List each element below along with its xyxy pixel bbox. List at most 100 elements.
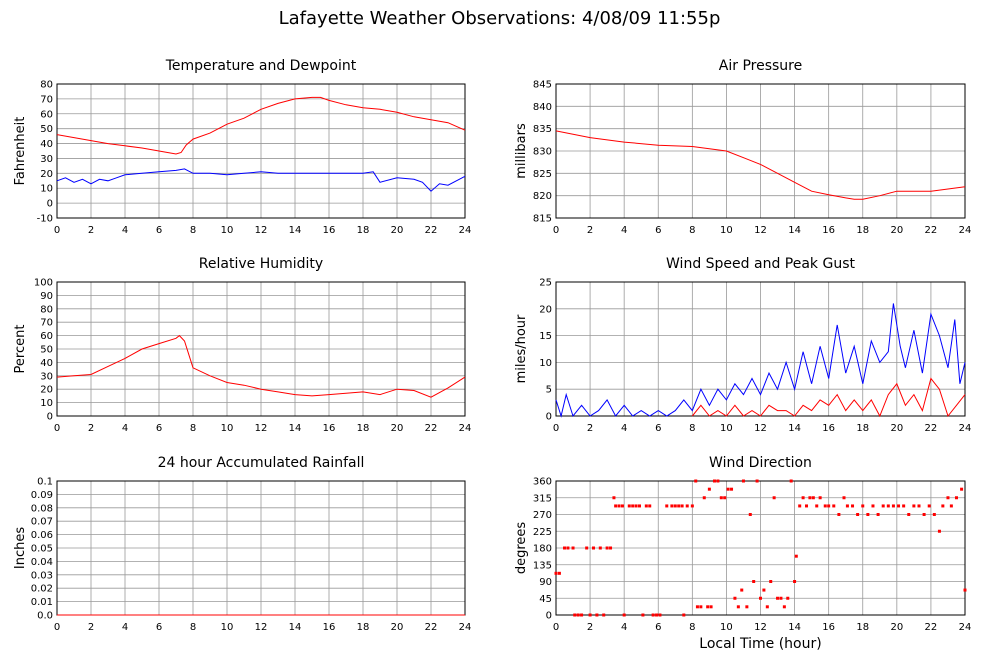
x-tick-label: 4 (621, 622, 627, 633)
y-tick-label: 100 (34, 278, 53, 289)
x-tick-label: 10 (221, 423, 234, 434)
y-tick-label: 820 (533, 191, 552, 202)
direction-point (706, 605, 710, 609)
direction-point (772, 496, 776, 500)
x-tick-label: 12 (754, 423, 767, 434)
x-tick-label: 0 (553, 423, 559, 434)
x-tick-label: 22 (425, 423, 438, 434)
direction-point (779, 596, 783, 600)
x-tick-label: 22 (925, 225, 938, 236)
x-tick-label: 12 (754, 225, 767, 236)
direction-point (866, 513, 870, 516)
x-tick-label: 8 (689, 423, 695, 434)
chart-title: 24 hour Accumulated Rainfall (158, 455, 365, 471)
direction-point (823, 504, 827, 508)
series-line-red (555, 130, 966, 200)
direction-point (755, 479, 759, 483)
x-tick-label: 18 (856, 622, 869, 633)
x-tick-label: 18 (357, 423, 370, 434)
direction-point (707, 487, 711, 491)
y-tick-label: 30 (40, 371, 53, 382)
x-tick-label: 8 (190, 423, 196, 434)
y-tick-label: 45 (539, 594, 552, 605)
direction-point (941, 504, 945, 508)
x-tick-label: 16 (822, 423, 835, 434)
series-line-blue (56, 168, 466, 192)
y-tick-label: 815 (533, 214, 552, 225)
direction-point (709, 605, 713, 609)
y-tick-label: 0.06 (31, 530, 53, 541)
x-tick-label: 0 (54, 423, 60, 434)
direction-point (954, 496, 958, 500)
x-tick-label: 2 (88, 622, 94, 633)
y-tick-label: 50 (40, 345, 53, 356)
direction-point (842, 496, 846, 500)
direction-point (759, 596, 762, 600)
direction-point (730, 487, 734, 491)
y-tick-label: 60 (40, 109, 53, 120)
direction-point (563, 546, 567, 550)
x-tick-label: 24 (459, 225, 472, 236)
direction-point (891, 504, 895, 508)
x-tick-label: 6 (655, 622, 661, 633)
y-tick-label: 270 (533, 510, 552, 521)
direction-point (685, 504, 689, 508)
x-tick-label: 6 (156, 622, 162, 633)
y-tick-label: 25 (539, 278, 552, 289)
direction-point (638, 504, 642, 508)
y-axis-label: miles/hour (514, 314, 529, 383)
x-tick-label: 6 (655, 225, 661, 236)
x-tick-label: 12 (754, 622, 767, 633)
x-tick-label: 2 (88, 225, 94, 236)
y-tick-label: 225 (533, 527, 552, 538)
direction-point (960, 487, 964, 491)
chart-title: Air Pressure (719, 58, 802, 74)
x-tick-label: 20 (890, 622, 903, 633)
x-tick-label: 18 (357, 622, 370, 633)
y-tick-label: 0 (47, 199, 53, 210)
y-tick-label: 0.01 (31, 597, 53, 608)
direction-point (614, 504, 618, 508)
y-tick-label: -10 (37, 214, 53, 225)
direction-point (793, 580, 797, 583)
direction-point (748, 513, 752, 516)
direction-point (881, 504, 885, 508)
chart-title: Temperature and Dewpoint (165, 58, 357, 74)
direction-point (871, 504, 875, 508)
direction-point (963, 588, 967, 592)
x-tick-label: 16 (323, 622, 336, 633)
y-tick-label: 840 (533, 102, 552, 113)
direction-point (762, 588, 766, 592)
direction-point (648, 504, 652, 508)
x-tick-label: 22 (925, 423, 938, 434)
direction-point (585, 546, 589, 550)
x-tick-label: 24 (959, 423, 972, 434)
x-tick-label: 2 (88, 423, 94, 434)
x-tick-label: 14 (289, 423, 302, 434)
direction-point (712, 479, 716, 483)
direction-point (673, 504, 677, 508)
x-tick-label: 18 (856, 225, 869, 236)
x-tick-label: 22 (425, 225, 438, 236)
chart-temperature: 0 2 4 6 8 10 12 14 16 18 20 22 24-100102030405060708… (13, 58, 471, 236)
direction-point (845, 504, 849, 508)
direction-point (694, 479, 698, 483)
direction-point (907, 513, 911, 516)
y-tick-label: 0.07 (31, 517, 53, 528)
plot-frame (555, 83, 966, 219)
x-tick-label: 10 (720, 423, 733, 434)
direction-point (837, 513, 841, 516)
direction-point (776, 596, 780, 600)
x-tick-label: 12 (255, 423, 268, 434)
direction-point (591, 546, 595, 550)
y-tick-label: 0.04 (31, 557, 53, 568)
direction-point (602, 613, 606, 617)
x-tick-label: 16 (323, 225, 336, 236)
direction-point (658, 613, 662, 617)
direction-point (897, 504, 901, 508)
y-tick-label: 0.0 (37, 611, 53, 622)
x-tick-label: 10 (221, 622, 234, 633)
direction-point (932, 513, 936, 516)
